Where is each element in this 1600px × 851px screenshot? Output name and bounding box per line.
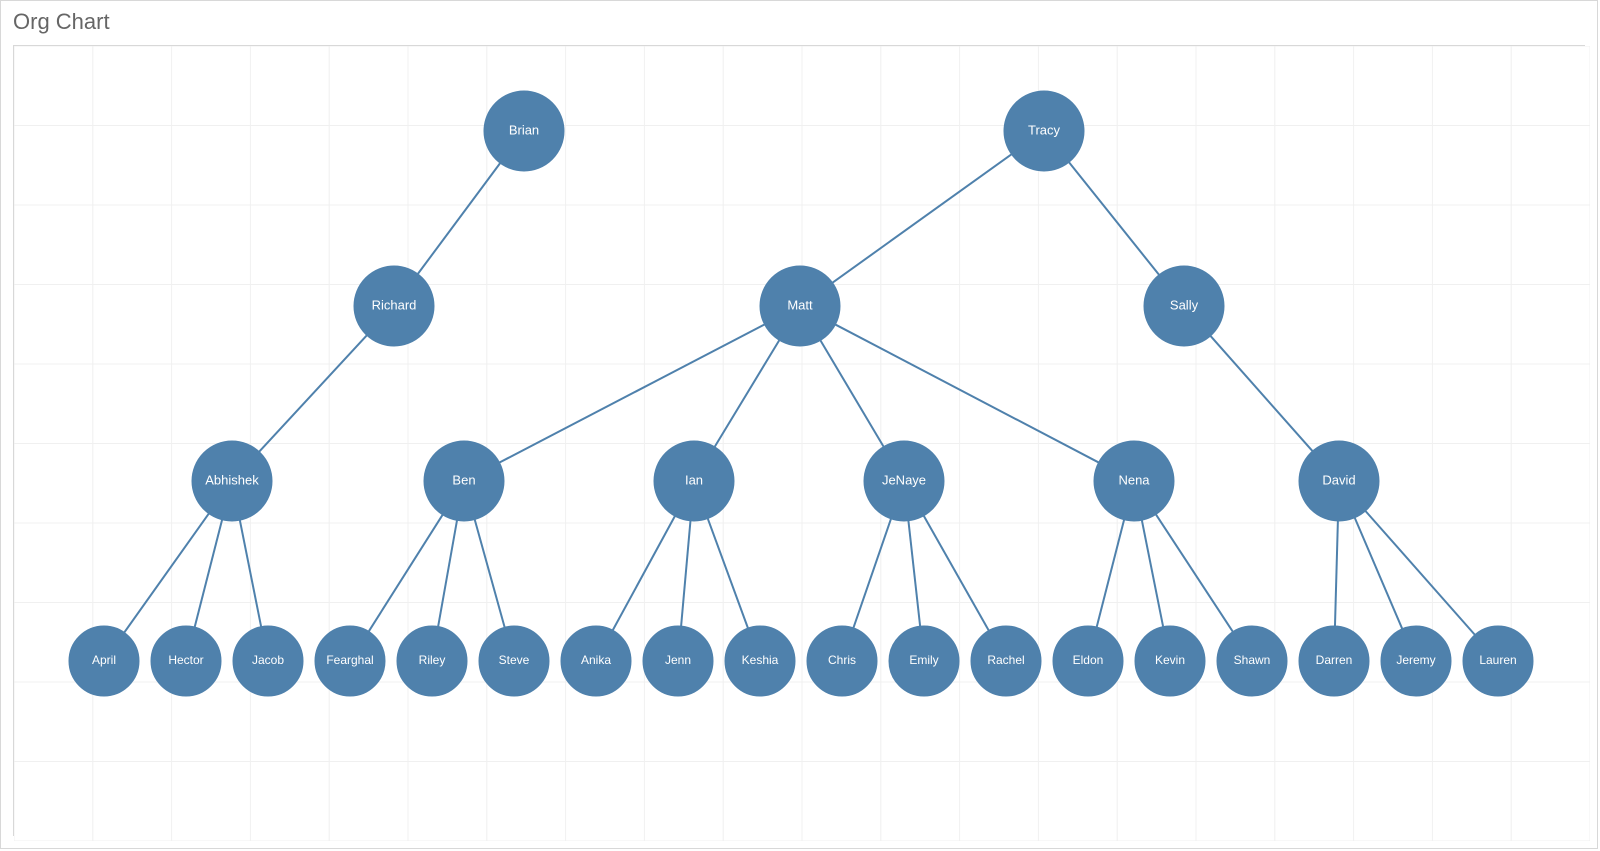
- page-title: Org Chart: [1, 1, 1597, 41]
- node-label: Sally: [1170, 297, 1199, 312]
- node-label: Jenn: [665, 653, 691, 667]
- chart-area: Brian Tracy Richard Matt Sally Abhishek Ben Ian…: [13, 45, 1585, 836]
- node-label: Tracy: [1028, 122, 1061, 137]
- node-label: Darren: [1316, 653, 1353, 667]
- node-tracy[interactable]: Tracy: [1004, 91, 1084, 171]
- node-hector[interactable]: Hector: [151, 626, 221, 696]
- node-label: Jeremy: [1396, 653, 1435, 667]
- node-steve[interactable]: Steve: [479, 626, 549, 696]
- node-label: Anika: [581, 653, 611, 667]
- node-label: Chris: [828, 653, 856, 667]
- node-label: Hector: [168, 653, 203, 667]
- node-label: Nena: [1118, 472, 1150, 487]
- node-fearghal[interactable]: Fearghal: [315, 626, 385, 696]
- node-label: JeNaye: [882, 472, 926, 487]
- node-kevin[interactable]: Kevin: [1135, 626, 1205, 696]
- node-emily[interactable]: Emily: [889, 626, 959, 696]
- node-label: Kevin: [1155, 653, 1185, 667]
- node-anika[interactable]: Anika: [561, 626, 631, 696]
- node-ian[interactable]: Ian: [654, 441, 734, 521]
- node-sally[interactable]: Sally: [1144, 266, 1224, 346]
- node-label: Eldon: [1073, 653, 1104, 667]
- node-label: David: [1322, 472, 1355, 487]
- node-label: Abhishek: [205, 472, 259, 487]
- node-riley[interactable]: Riley: [397, 626, 467, 696]
- node-darren[interactable]: Darren: [1299, 626, 1369, 696]
- node-label: Emily: [909, 653, 938, 667]
- node-label: Jacob: [252, 653, 284, 667]
- node-label: Riley: [419, 653, 446, 667]
- chart-container: Org Chart Brian Tracy Richard Matt Sally Abhi…: [0, 0, 1598, 849]
- node-eldon[interactable]: Eldon: [1053, 626, 1123, 696]
- node-label: Richard: [372, 297, 417, 312]
- node-richard[interactable]: Richard: [354, 266, 434, 346]
- node-david[interactable]: David: [1299, 441, 1379, 521]
- node-abhishek[interactable]: Abhishek: [192, 441, 272, 521]
- node-label: Matt: [787, 297, 813, 312]
- node-label: April: [92, 653, 116, 667]
- node-lauren[interactable]: Lauren: [1463, 626, 1533, 696]
- node-label: Steve: [499, 653, 530, 667]
- node-label: Fearghal: [326, 653, 373, 667]
- node-matt[interactable]: Matt: [760, 266, 840, 346]
- node-keshia[interactable]: Keshia: [725, 626, 795, 696]
- node-label: Brian: [509, 122, 539, 137]
- node-label: Rachel: [987, 653, 1024, 667]
- node-nena[interactable]: Nena: [1094, 441, 1174, 521]
- node-jacob[interactable]: Jacob: [233, 626, 303, 696]
- node-label: Shawn: [1234, 653, 1271, 667]
- org-chart-svg: Brian Tracy Richard Matt Sally Abhishek Ben Ian…: [14, 46, 1590, 841]
- node-ben[interactable]: Ben: [424, 441, 504, 521]
- node-brian[interactable]: Brian: [484, 91, 564, 171]
- node-rachel[interactable]: Rachel: [971, 626, 1041, 696]
- node-shawn[interactable]: Shawn: [1217, 626, 1287, 696]
- node-label: Keshia: [742, 653, 779, 667]
- node-label: Ben: [452, 472, 475, 487]
- node-label: Ian: [685, 472, 703, 487]
- node-jeremy[interactable]: Jeremy: [1381, 626, 1451, 696]
- node-april[interactable]: April: [69, 626, 139, 696]
- node-jenn[interactable]: Jenn: [643, 626, 713, 696]
- node-label: Lauren: [1479, 653, 1516, 667]
- node-chris[interactable]: Chris: [807, 626, 877, 696]
- node-jenaye[interactable]: JeNaye: [864, 441, 944, 521]
